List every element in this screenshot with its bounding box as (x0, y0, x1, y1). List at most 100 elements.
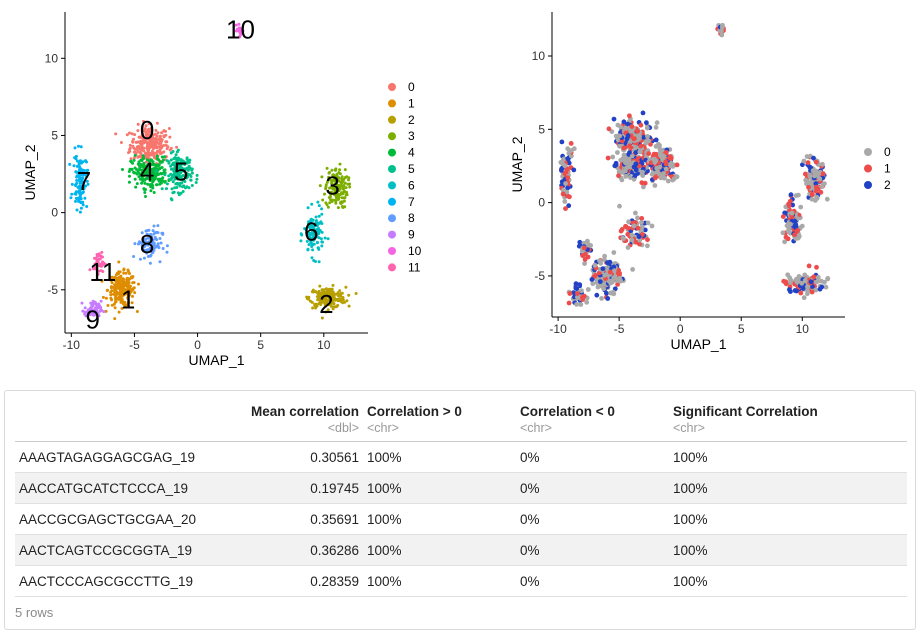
point (97, 302, 101, 306)
point (330, 168, 334, 172)
point (565, 193, 570, 199)
point (636, 234, 642, 240)
point (611, 264, 617, 270)
point (160, 155, 164, 159)
point (83, 310, 87, 314)
point (79, 206, 83, 210)
point (126, 297, 130, 301)
point (93, 256, 96, 260)
point (161, 158, 165, 162)
cluster-label: 8 (140, 229, 154, 259)
point (187, 186, 191, 190)
point (566, 160, 572, 166)
point (602, 272, 608, 278)
scatter-points (68, 22, 358, 321)
point (122, 293, 126, 297)
point (156, 231, 160, 235)
point (786, 203, 792, 209)
point (341, 187, 345, 191)
point (127, 282, 131, 285)
point (79, 197, 83, 201)
point (782, 210, 788, 216)
point (605, 260, 610, 265)
table-row: AACCATGCATCTCCCA_19 0.19745 100% 0% 100% (15, 472, 907, 504)
point (182, 178, 185, 182)
y-tick-label: -5 (47, 283, 58, 297)
point (167, 160, 171, 164)
point (803, 278, 808, 284)
point (158, 160, 162, 164)
point (317, 227, 320, 230)
point (307, 297, 311, 301)
point (114, 283, 118, 287)
x-tick-label: 0 (677, 322, 684, 336)
point (638, 122, 644, 128)
point (636, 136, 642, 141)
point (149, 127, 153, 130)
point (187, 160, 191, 164)
point (179, 160, 183, 164)
point (126, 302, 130, 306)
point (812, 198, 818, 203)
point (788, 192, 794, 198)
point (336, 303, 340, 307)
cell-significant-correlation: 100% (669, 565, 907, 597)
point (806, 184, 811, 190)
point (135, 310, 139, 313)
point (82, 169, 86, 172)
point (136, 162, 140, 166)
y-axis-title: UMAP_2 (509, 136, 525, 192)
point (320, 230, 324, 234)
point (234, 23, 238, 27)
point (347, 293, 351, 297)
point (120, 298, 124, 301)
table-header-row: Mean correlation Correlation > 0 Correla… (15, 395, 907, 419)
point (317, 236, 321, 240)
point (310, 242, 314, 246)
point (333, 168, 337, 172)
point (146, 236, 150, 240)
point (645, 168, 650, 174)
point (132, 286, 136, 290)
point (631, 136, 637, 142)
point (332, 305, 336, 309)
point (582, 261, 587, 266)
legend-swatch (388, 247, 396, 255)
point (164, 133, 168, 137)
point (76, 185, 80, 189)
point (575, 291, 580, 296)
point (85, 160, 88, 164)
point (602, 257, 607, 263)
point (653, 144, 659, 149)
point (654, 165, 660, 171)
col-type-correlation-negative: <chr> (516, 419, 669, 442)
y-tick-label: 0 (51, 206, 58, 220)
y-tick-label: 5 (538, 122, 545, 136)
point (625, 231, 631, 237)
point (325, 166, 329, 170)
point (137, 282, 140, 286)
point (178, 158, 182, 162)
point (139, 152, 143, 155)
point (129, 290, 133, 294)
point (155, 183, 158, 187)
point (334, 199, 338, 203)
point (176, 148, 180, 152)
point (347, 176, 351, 180)
point (330, 296, 334, 299)
legend-swatch (864, 164, 872, 173)
point (611, 268, 617, 274)
point (237, 26, 241, 30)
point (329, 304, 333, 308)
point (311, 306, 315, 310)
point (98, 257, 102, 261)
point (122, 271, 126, 275)
point (144, 124, 148, 128)
point (324, 295, 328, 299)
point (141, 248, 145, 252)
point (795, 278, 801, 284)
point (584, 299, 590, 305)
point (299, 232, 303, 236)
point (573, 285, 579, 291)
point (164, 143, 168, 147)
